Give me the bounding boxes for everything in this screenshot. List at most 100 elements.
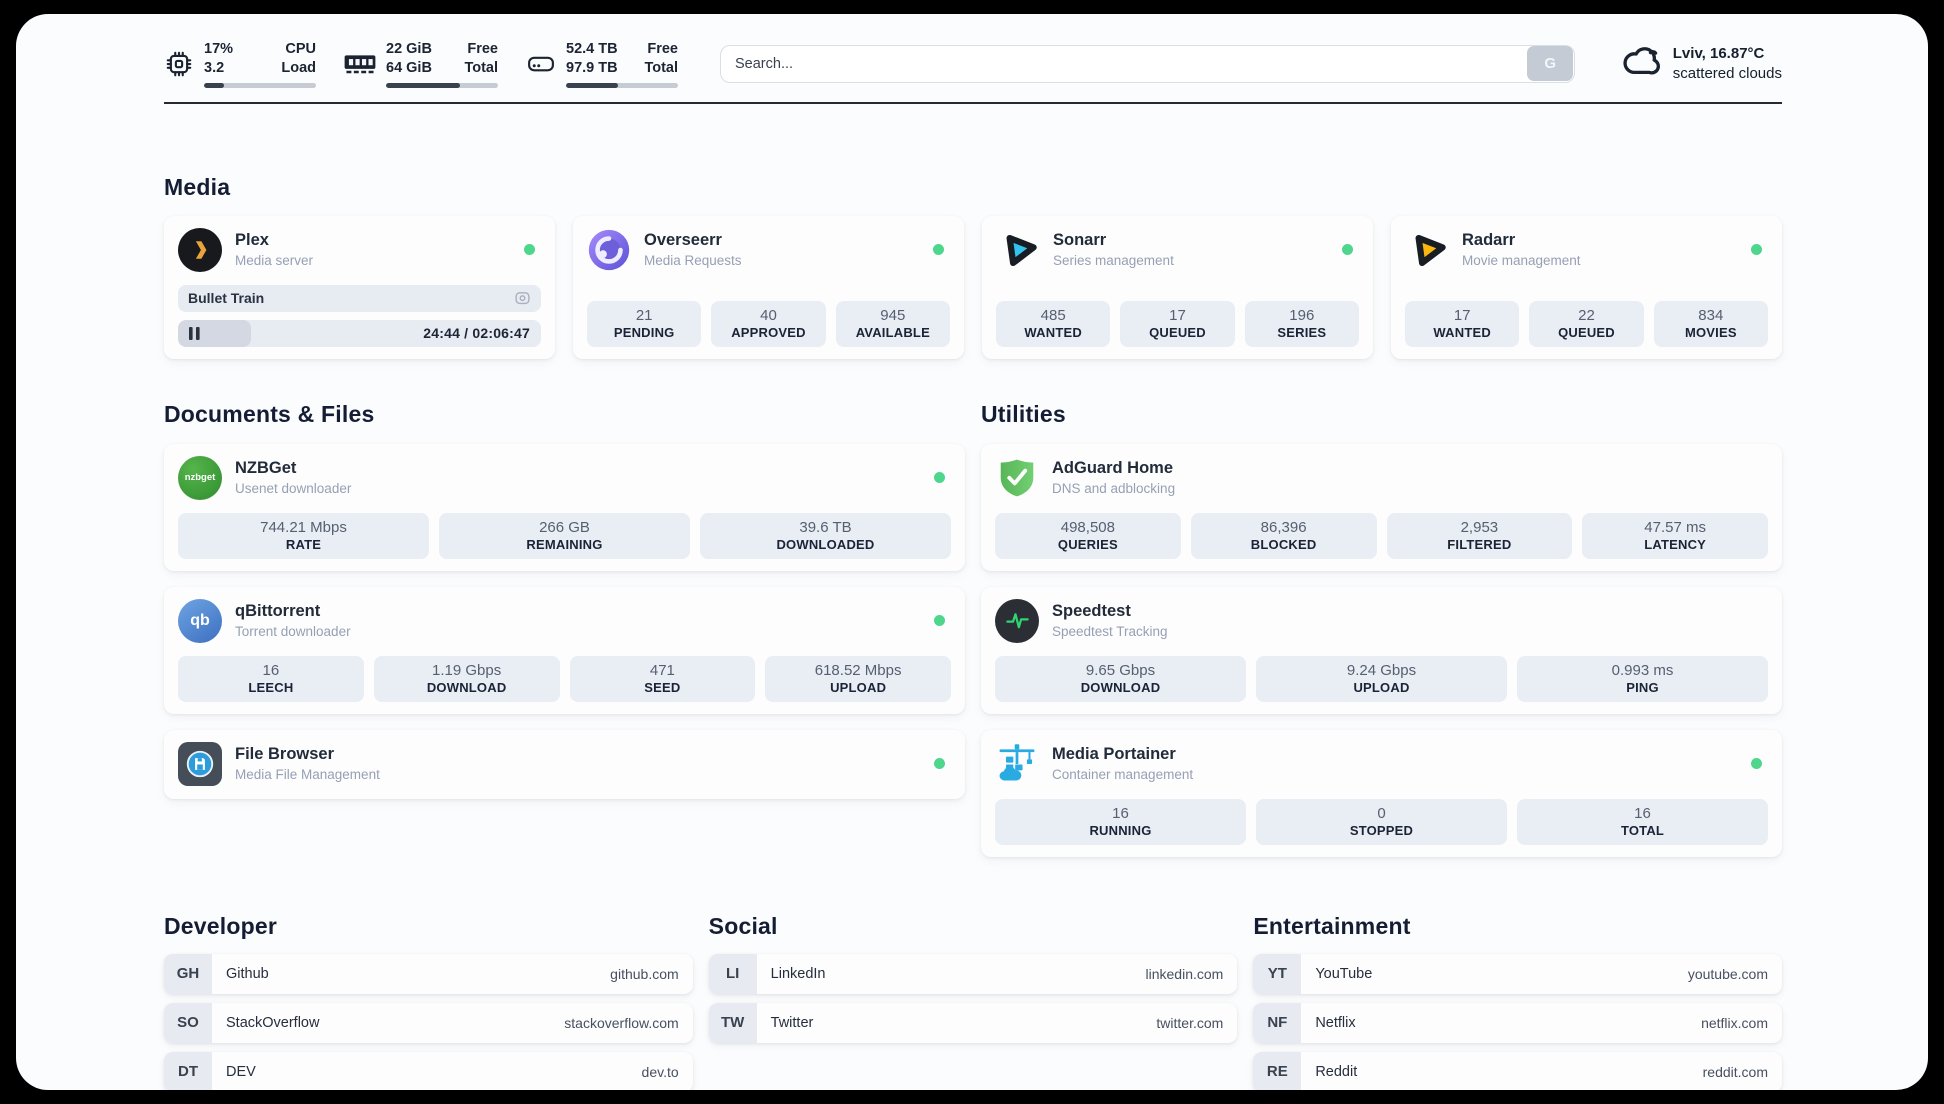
system-stats: 17% 3.2 CPU Load 22 GiB 64 GiB Free Total — [164, 40, 678, 88]
radarr-icon — [1405, 228, 1449, 272]
bookmark-url: linkedin.com — [1145, 965, 1224, 982]
app-card-sonarr[interactable]: Sonarr Series management 485 WANTED 17 QUE… — [982, 215, 1373, 359]
status-dot — [933, 244, 944, 256]
app-name: Plex — [235, 231, 269, 250]
disk-progress-bar — [566, 82, 678, 88]
app-card-filebrowser[interactable]: File Browser Media File Management — [164, 729, 965, 799]
now-playing-row: Bullet Train — [178, 284, 541, 312]
app-card-portainer[interactable]: Media Portainer Container management 16 R… — [981, 729, 1782, 857]
stat-tile: 21 PENDING — [587, 300, 702, 347]
bookmark-name: Twitter — [770, 1014, 814, 1031]
app-name: Speedtest — [1052, 602, 1131, 621]
cpu-load-value: 3.2 — [204, 59, 225, 76]
bookmark-abbr: YT — [1253, 953, 1302, 994]
bookmark-name: LinkedIn — [770, 965, 826, 982]
bookmark-abbr: GH — [164, 953, 212, 994]
ram-total-label: Total — [464, 59, 498, 76]
stat-tile: 618.52 Mbps UPLOAD — [765, 655, 951, 702]
speedtest-icon — [995, 598, 1039, 643]
bookmark-linkedin[interactable]: LI LinkedIn linkedin.com — [708, 953, 1238, 994]
nzbget-icon: nzbget — [178, 455, 222, 500]
bookmark-url: youtube.com — [1687, 965, 1768, 982]
app-subtitle: Movie management — [1462, 252, 1581, 268]
bookmark-dev[interactable]: DT DEV dev.to — [164, 1051, 693, 1090]
bookmark-abbr: TW — [708, 1002, 757, 1043]
cpu-percent: 17% — [204, 41, 234, 57]
app-card-adguard[interactable]: AdGuard Home DNS and adblocking 498,508 Q… — [981, 443, 1782, 571]
app-card-speedtest[interactable]: Speedtest Speedtest Tracking 9.65 Gbps DO… — [981, 586, 1782, 714]
app-subtitle: Media File Management — [235, 766, 380, 782]
stat-tile: 9.65 Gbps DOWNLOAD — [995, 655, 1246, 702]
bookmark-name: DEV — [226, 1063, 256, 1080]
bookmark-twitter[interactable]: TW Twitter twitter.com — [708, 1002, 1238, 1043]
stat-tile: 17 WANTED — [1405, 300, 1520, 347]
stat-tile: 39.6 TB DOWNLOADED — [700, 512, 951, 559]
cast-icon[interactable] — [514, 290, 531, 307]
disk-stat: 52.4 TB 97.9 TB Free Total — [526, 40, 678, 88]
stat-tile: 22 QUEUED — [1529, 300, 1644, 347]
bookmark-abbr: RE — [1253, 1051, 1302, 1090]
status-dot — [1751, 758, 1762, 770]
qbittorrent-icon: qb — [178, 598, 222, 643]
stat-tile: 2,953 FILTERED — [1386, 512, 1573, 559]
stat-tile: 47.57 ms LATENCY — [1582, 512, 1768, 559]
adguard-icon — [995, 456, 1039, 500]
app-card-overseerr[interactable]: Overseerr Media Requests 21 PENDING 40 APP… — [573, 215, 964, 359]
stat-tile: 196 SERIES — [1244, 300, 1359, 347]
app-subtitle: Usenet downloader — [235, 480, 352, 496]
app-name: Sonarr — [1053, 231, 1107, 250]
bookmark-group-social: Social LI LinkedIn linkedin.com TW Twitt… — [708, 913, 1238, 1090]
ram-stat: 22 GiB 64 GiB Free Total — [344, 40, 498, 88]
status-dot — [934, 758, 945, 770]
ram-icon — [344, 54, 376, 74]
section-title-entertainment: Entertainment — [1253, 912, 1411, 939]
ram-free-label: Free — [467, 41, 498, 57]
bookmark-youtube[interactable]: YT YouTube youtube.com — [1253, 953, 1782, 994]
cloud-icon — [1619, 40, 1661, 87]
bookmark-netflix[interactable]: NF Netflix netflix.com — [1253, 1002, 1782, 1043]
bookmark-github[interactable]: GH Github github.com — [164, 953, 693, 994]
disk-icon — [526, 49, 556, 79]
section-title-documents: Documents & Files — [164, 400, 375, 427]
ram-free-value: 22 GiB — [386, 41, 432, 57]
portainer-icon — [995, 742, 1039, 786]
status-dot — [524, 244, 535, 256]
cpu-icon — [164, 49, 194, 79]
bookmark-stackoverflow[interactable]: SO StackOverflow stackoverflow.com — [164, 1002, 693, 1043]
app-name: AdGuard Home — [1052, 459, 1174, 478]
app-card-qbittorrent[interactable]: qb qBittorrent Torrent downloader 16 LEEC… — [164, 586, 965, 714]
section-title-utilities: Utilities — [981, 400, 1066, 427]
stat-tile: 1.19 Gbps DOWNLOAD — [373, 655, 560, 702]
stat-tile: 0.993 ms PING — [1517, 655, 1768, 702]
ram-total-value: 64 GiB — [386, 59, 432, 76]
search-input[interactable] — [720, 44, 1575, 83]
stat-tile: 86,396 BLOCKED — [1190, 512, 1377, 559]
app-card-plex[interactable]: Plex Media server Bullet Train — [164, 215, 555, 359]
plex-icon — [178, 227, 222, 272]
search-engine-button[interactable]: G — [1527, 46, 1574, 82]
bookmark-reddit[interactable]: RE Reddit reddit.com — [1253, 1051, 1782, 1090]
app-name: Overseerr — [644, 231, 722, 250]
stat-tile: 16 TOTAL — [1517, 798, 1768, 845]
bookmark-group-entertainment: Entertainment YT YouTube youtube.com NF … — [1253, 913, 1782, 1090]
cpu-progress-bar — [204, 82, 316, 88]
bookmark-name: Reddit — [1315, 1063, 1358, 1080]
bookmark-abbr: DT — [164, 1051, 212, 1090]
now-playing-title: Bullet Train — [188, 290, 265, 307]
app-subtitle: Container management — [1052, 766, 1194, 782]
filebrowser-icon — [178, 741, 222, 786]
pause-icon[interactable] — [189, 326, 200, 340]
bookmark-name: StackOverflow — [226, 1014, 320, 1031]
bookmark-abbr: LI — [708, 953, 757, 994]
app-card-radarr[interactable]: Radarr Movie management 17 WANTED 22 QUEUE… — [1391, 215, 1782, 359]
bookmark-name: YouTube — [1315, 965, 1373, 982]
playback-progress-bar: 24:44 / 02:06:47 — [178, 319, 541, 347]
cpu-load-label: Load — [281, 59, 316, 76]
overseerr-icon — [587, 228, 631, 272]
app-name: Radarr — [1462, 231, 1516, 250]
disk-free-label: Free — [647, 41, 678, 57]
app-card-nzbget[interactable]: nzbget NZBGet Usenet downloader 744.21 M… — [164, 443, 965, 571]
stat-tile: 9.24 Gbps UPLOAD — [1256, 655, 1507, 702]
stat-tile: 40 APPROVED — [711, 300, 826, 347]
status-dot — [934, 472, 945, 484]
